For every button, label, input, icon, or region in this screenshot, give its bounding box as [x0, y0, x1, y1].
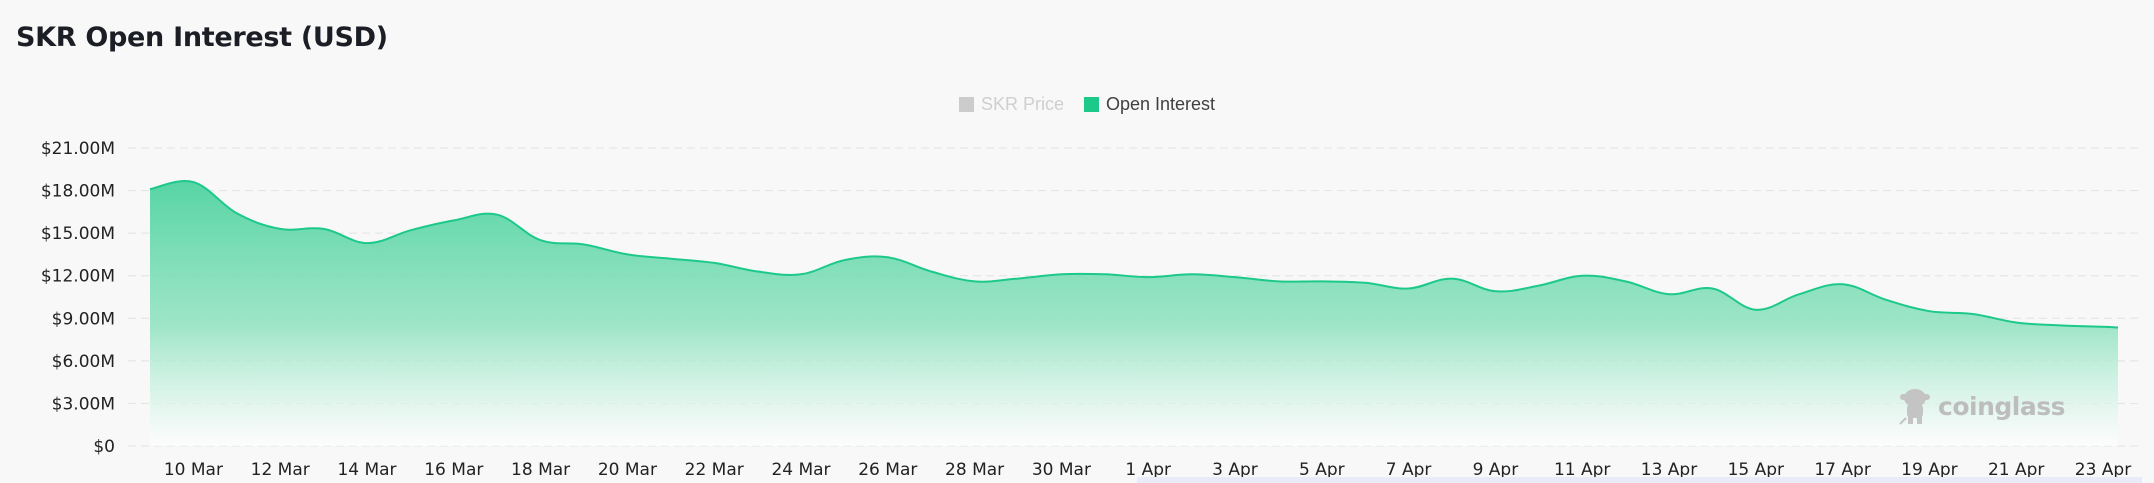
- x-tick-label: 12 Mar: [251, 460, 310, 480]
- x-tick-label: 11 Apr: [1554, 460, 1610, 480]
- legend-item-skr-price[interactable]: SKR Price: [958, 94, 1064, 115]
- legend-swatch-icon: [958, 97, 974, 112]
- x-tick-label: 22 Mar: [685, 460, 744, 480]
- coinglass-logo-icon: [1899, 389, 1930, 425]
- legend-label: Open Interest: [1105, 94, 1216, 114]
- y-tick-label: $0: [93, 437, 115, 457]
- legend-item-open-interest[interactable]: Open Interest: [1083, 94, 1216, 115]
- open-interest-line: [149, 180, 2119, 329]
- x-tick-label: 21 Apr: [1988, 460, 2044, 480]
- x-tick-label: 23 Apr: [2075, 460, 2131, 480]
- watermark-text: coinglass: [1938, 391, 2065, 421]
- x-tick-label: 9 Apr: [1473, 460, 1519, 480]
- x-tick-label: 13 Apr: [1641, 460, 1697, 480]
- legend-label: SKR Price: [980, 94, 1064, 114]
- x-tick-label: 10 Mar: [164, 460, 223, 480]
- y-tick-label: $15.00M: [41, 224, 115, 244]
- open-interest-area: [150, 181, 2118, 446]
- x-tick-label: 3 Apr: [1212, 460, 1258, 480]
- y-tick-label: $3.00M: [52, 394, 115, 414]
- x-tick-label: 19 Apr: [1901, 460, 1957, 480]
- y-tick-label: $6.00M: [52, 352, 115, 372]
- chart-legend: SKR Price Open Interest: [0, 94, 2154, 115]
- coinglass-watermark: coinglass: [1898, 386, 2065, 426]
- y-tick-label: $21.00M: [41, 139, 115, 159]
- x-tick-label: 1 Apr: [1125, 460, 1171, 480]
- x-tick-label: 16 Mar: [424, 460, 483, 480]
- x-tick-label: 15 Apr: [1728, 460, 1784, 480]
- x-tick-label: 7 Apr: [1386, 460, 1432, 480]
- x-tick-label: 26 Mar: [858, 460, 917, 480]
- x-tick-label: 28 Mar: [945, 460, 1004, 480]
- x-tick-label: 24 Mar: [771, 460, 830, 480]
- legend-swatch-icon: [1083, 97, 1099, 112]
- x-tick-label: 14 Mar: [337, 460, 396, 480]
- x-tick-label: 17 Apr: [1814, 460, 1870, 480]
- x-tick-label: 18 Mar: [511, 460, 570, 480]
- y-tick-label: $12.00M: [41, 267, 115, 287]
- x-tick-label: 5 Apr: [1299, 460, 1345, 480]
- y-axis: $0 $3.00M $6.00M $9.00M $12.00M $15.00M $18.00…: [41, 139, 115, 457]
- y-tick-label: $18.00M: [41, 182, 115, 202]
- x-axis: 10 Mar 12 Mar 14 Mar 16 Mar 18 Mar 20 Mar 22 M…: [164, 460, 2131, 480]
- x-tick-label: 20 Mar: [598, 460, 657, 480]
- zoom-slider-bar[interactable]: [1137, 477, 2142, 483]
- y-tick-label: $9.00M: [52, 309, 115, 329]
- x-tick-label: 30 Mar: [1032, 460, 1091, 480]
- page-title: SKR Open Interest (USD): [16, 22, 388, 53]
